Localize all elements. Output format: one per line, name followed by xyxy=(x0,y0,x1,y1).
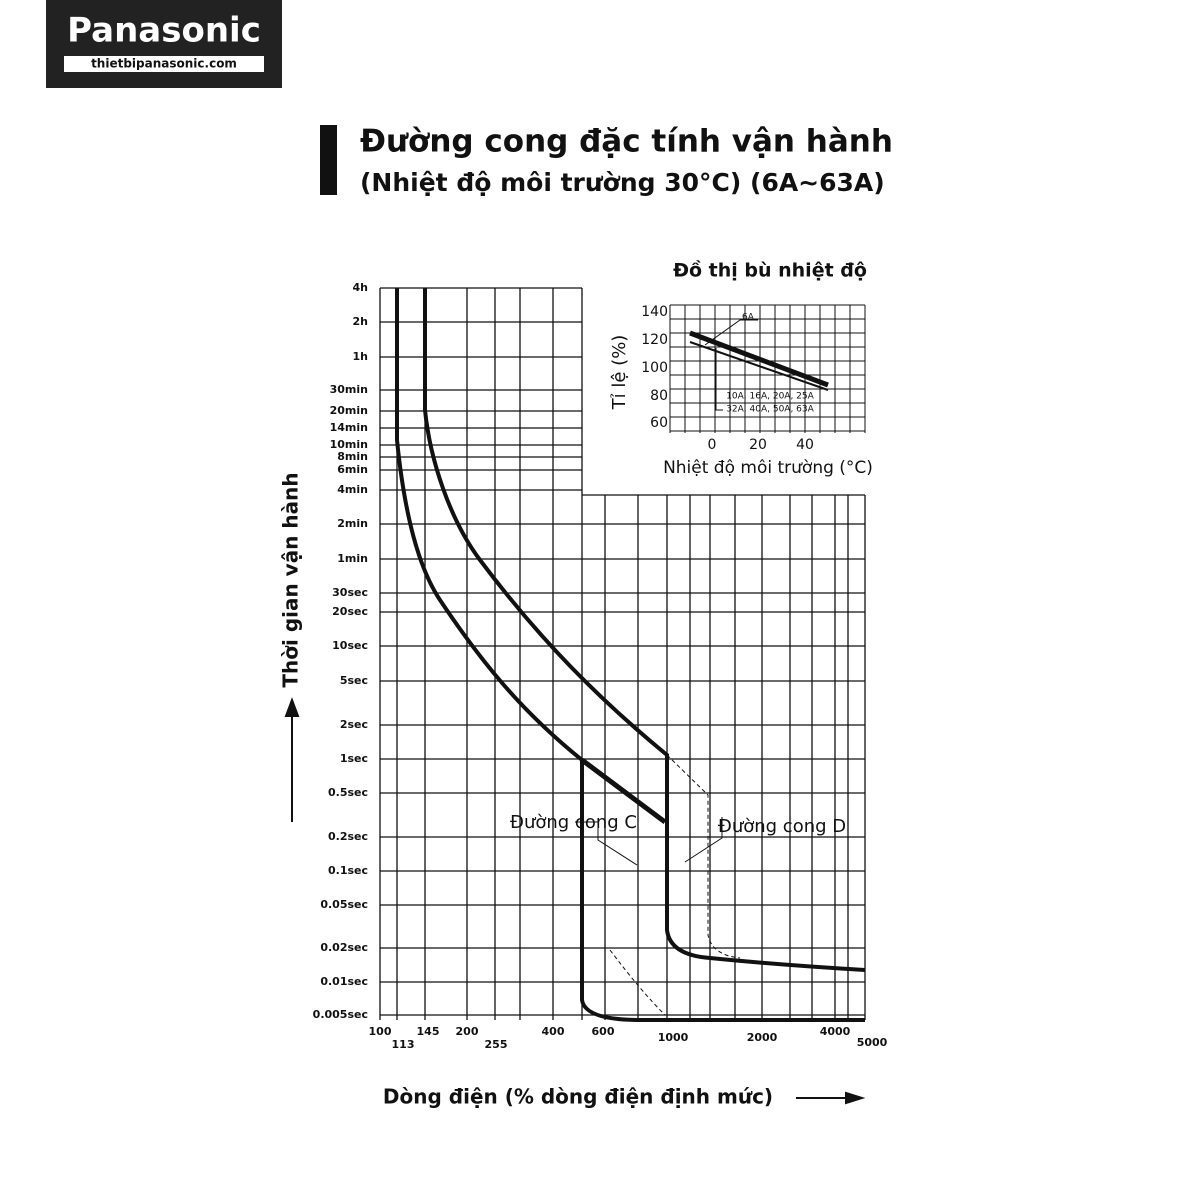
y-tick-label: 8min xyxy=(337,450,368,463)
x-axis-label: Dòng điện (% dòng điện định mức) xyxy=(383,1085,773,1109)
inset-y-label: Tỉ lệ (%) xyxy=(609,335,630,411)
y-tick-label: 20min xyxy=(330,404,368,417)
x-tick-label: 1000 xyxy=(658,1031,689,1044)
y-tick-label: 4min xyxy=(337,483,368,496)
y-tick-label: 0.05sec xyxy=(320,898,368,911)
logo-brand: Panasonic xyxy=(67,11,261,51)
inset-y-tick-label: 80 xyxy=(650,388,668,404)
y-tick-label: 1min xyxy=(337,552,368,565)
y-axis-label: Thời gian vận hành xyxy=(279,472,303,687)
logo-site: thietbipanasonic.com xyxy=(91,57,237,71)
title: Đường cong đặc tính vận hành xyxy=(360,124,893,160)
inset-annotation: 10A, 16A, 20A, 25A xyxy=(726,392,814,402)
y-tick-label: 5sec xyxy=(340,674,368,687)
annotation: Đường cong D xyxy=(718,816,846,837)
inset-title: Đồ thị bù nhiệt độ xyxy=(673,259,867,282)
x-tick-label: 200 xyxy=(456,1025,479,1038)
y-tick-label: 0.2sec xyxy=(328,830,368,843)
inset-y-tick-label: 140 xyxy=(641,304,668,320)
inset-x-tick-label: 40 xyxy=(796,437,814,453)
x-tick-label: 4000 xyxy=(820,1025,851,1038)
annotation: Đường cong C xyxy=(510,812,637,833)
y-tick-label: 10sec xyxy=(332,639,368,652)
x-tick-label: 145 xyxy=(417,1025,440,1038)
y-tick-label: 30min xyxy=(330,383,368,396)
grid xyxy=(379,287,866,1020)
y-tick-label: 20sec xyxy=(332,605,368,618)
y-tick-label: 0.5sec xyxy=(328,786,368,799)
x-tick-label: 5000 xyxy=(857,1036,888,1049)
subtitle: (Nhiệt độ môi trường 30°C) (6A~63A) xyxy=(360,168,885,197)
inset-x-tick-label: 20 xyxy=(749,437,767,453)
y-tick-label: 10min xyxy=(330,438,368,451)
y-tick-label: 4h xyxy=(353,281,369,294)
y-tick-label: 2h xyxy=(353,315,369,328)
y-tick-label: 14min xyxy=(330,421,368,434)
inset-x-tick-label: 0 xyxy=(708,437,717,453)
y-tick-label: 0.005sec xyxy=(313,1008,368,1021)
x-tick-label: 2000 xyxy=(747,1031,778,1044)
y-tick-label: 2min xyxy=(337,517,368,530)
inset-y-tick-label: 100 xyxy=(641,360,668,376)
inset-annotation: 32A, 40A, 50A, 63A xyxy=(726,405,814,415)
x-tick-label: 113 xyxy=(392,1038,415,1051)
curves xyxy=(395,288,866,1022)
y-tick-label: 30sec xyxy=(332,586,368,599)
logo-site-box xyxy=(64,56,264,72)
y-tick-label: 1h xyxy=(353,350,369,363)
y-tick-label: 0.02sec xyxy=(320,941,368,954)
inset-y-tick-label: 120 xyxy=(641,332,668,348)
y-tick-label: 0.01sec xyxy=(320,975,368,988)
y-tick-label: 0.1sec xyxy=(328,864,368,877)
inset-curves xyxy=(689,319,829,411)
arrow xyxy=(284,697,300,822)
inset-y-tick-label: 60 xyxy=(650,415,668,431)
x-tick-label: 255 xyxy=(485,1038,508,1051)
title-bar xyxy=(320,125,337,195)
inset-x-label: Nhiệt độ môi trường (°C) xyxy=(663,458,873,478)
x-tick-label: 600 xyxy=(592,1025,615,1038)
x-tick-label: 400 xyxy=(542,1025,565,1038)
y-tick-label: 6min xyxy=(337,463,368,476)
y-tick-label: 1sec xyxy=(340,752,368,765)
y-tick-label: 2sec xyxy=(340,718,368,731)
arrow xyxy=(796,1091,866,1105)
logo-box xyxy=(46,0,282,88)
inset-annotation: 6A xyxy=(742,313,755,323)
x-tick-label: 100 xyxy=(369,1025,392,1038)
